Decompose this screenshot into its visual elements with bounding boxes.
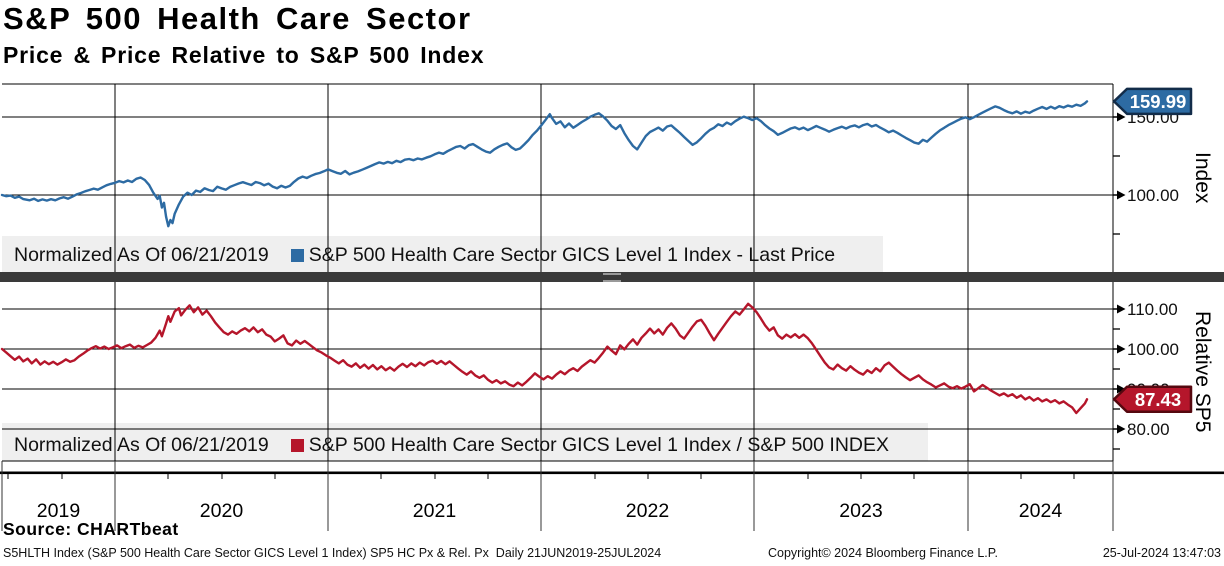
- y-axis-tick-arrow-icon: [1117, 304, 1126, 314]
- y-axis-tick-label: 110.00: [1127, 300, 1178, 319]
- legend-relative-panel: Normalized As Of 06/21/2019 S&P 500 Heal…: [14, 429, 889, 461]
- legend-price-panel: Normalized As Of 06/21/2019 S&P 500 Heal…: [14, 239, 835, 271]
- last-price-tag-price: [1112, 87, 1193, 116]
- footer-security-description: S5HLTH Index (S&P 500 Health Care Sector…: [3, 546, 662, 560]
- last-price-tag-label: 159.99: [1130, 91, 1187, 112]
- legend-series-relative-label[interactable]: S&P 500 Health Care Sector GICS Level 1 …: [308, 433, 889, 456]
- legend-series-price-label[interactable]: S&P 500 Health Care Sector GICS Level 1 …: [308, 243, 836, 266]
- series-line-relative: [0, 302, 1089, 415]
- y-axis-title-relative: Relative SP5: [1191, 310, 1214, 433]
- splitter-grip-icon: [603, 272, 621, 282]
- y-axis-tick-arrow-icon: [1117, 424, 1126, 434]
- page-title: S&P 500 Health Care Sector: [3, 1, 472, 36]
- footer-timestamp: 25-Jul-2024 13:47:03: [1102, 546, 1221, 560]
- y-axis-tick-label: 100.00: [1127, 340, 1179, 359]
- y-axis-title-index: Index: [1191, 152, 1214, 204]
- last-price-tag-label: 87.43: [1135, 389, 1181, 410]
- legend-swatch-blue-icon: [290, 248, 304, 262]
- legend-normalized-label: Normalized As Of 06/21/2019: [14, 433, 269, 456]
- legend-swatch-red-icon: [290, 438, 304, 452]
- y-axis-tick-label: 100.00: [1127, 186, 1179, 205]
- y-axis-tick-arrow-icon: [1117, 344, 1126, 354]
- panel-splitter[interactable]: [0, 272, 1224, 282]
- x-axis-year-label: 2023: [839, 500, 882, 522]
- x-axis-year-label: 2024: [1019, 500, 1063, 522]
- y-axis-tick-arrow-icon: [1117, 112, 1126, 122]
- page-subtitle: Price & Price Relative to S&P 500 Index: [3, 42, 485, 68]
- x-axis-year-label: 2022: [626, 500, 669, 522]
- y-axis-tick-label: 80.00: [1127, 420, 1170, 439]
- x-axis-year-label: 2019: [37, 500, 80, 522]
- x-axis-year-label: 2020: [200, 500, 244, 522]
- legend-normalized-label: Normalized As Of 06/21/2019: [14, 243, 269, 266]
- x-axis-baseline: [0, 471, 1224, 475]
- last-price-tag-relative: [1112, 385, 1193, 414]
- y-axis-tick-arrow-icon: [1117, 384, 1126, 394]
- legend-band: [2, 236, 883, 272]
- footer-copyright: Copyright© 2024 Bloomberg Finance L.P.: [768, 546, 998, 560]
- x-axis-year-label: 2021: [413, 500, 456, 522]
- source-label: Source: CHARTbeat: [3, 519, 179, 539]
- series-line-price: [0, 100, 1089, 228]
- y-axis-tick-arrow-icon: [1117, 190, 1126, 200]
